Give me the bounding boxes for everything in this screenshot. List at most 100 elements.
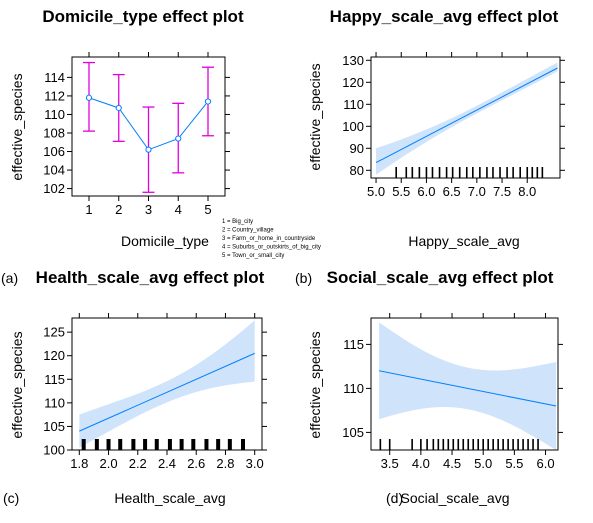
rug-marks xyxy=(81,439,245,450)
legend-entry: 2 = Country_village xyxy=(222,228,274,234)
rug-mark xyxy=(94,439,99,450)
legend-entry: 4 = Suburbs_or_outskirts_of_big_city xyxy=(222,245,321,251)
rug-mark xyxy=(131,439,136,450)
effect-line xyxy=(379,370,557,407)
rug-mark xyxy=(457,439,460,450)
rug-mark xyxy=(216,439,221,450)
rug-mark xyxy=(451,167,454,178)
subplot-prefix: (c) xyxy=(3,490,19,506)
chart-title: Domicile_type effect plot xyxy=(42,7,244,26)
rug-mark xyxy=(536,167,539,178)
y-tick-label: 110 xyxy=(44,107,65,122)
category-legend: 1 = Big_city 2 = Country_village 3 = Farm_… xyxy=(222,219,321,259)
rug-mark xyxy=(492,167,494,178)
rug-mark xyxy=(437,439,440,450)
rug-mark xyxy=(452,439,455,450)
plot-area xyxy=(79,320,255,450)
plot-frame xyxy=(370,56,561,179)
rug-mark xyxy=(541,167,544,178)
rug-mark xyxy=(438,167,441,178)
x-tick-label: 6.0 xyxy=(417,184,435,199)
rug-mark xyxy=(411,439,413,450)
rug-mark xyxy=(482,439,484,450)
y-tick-label: 80 xyxy=(350,163,364,178)
y-tick-label: 110 xyxy=(44,395,65,410)
x-axis: 3.5 4.0 4.5 5.0 5.5 6.0 xyxy=(381,313,555,471)
rug-mark xyxy=(492,439,494,450)
rug-mark xyxy=(472,167,474,178)
effect-line xyxy=(375,67,558,164)
y-tick-label: 120 xyxy=(342,75,364,90)
x-tick-label: 7.5 xyxy=(493,184,511,199)
y-tick-label: 115 xyxy=(343,337,364,352)
rug-marks xyxy=(379,439,539,450)
rug-mark xyxy=(502,439,504,450)
x-tick-label: 3 xyxy=(145,202,152,217)
data-point-3 xyxy=(145,146,152,153)
rug-mark xyxy=(531,167,534,178)
x-tick-label: 2.6 xyxy=(187,456,205,471)
subplot-prefix-d: (d) xyxy=(386,490,403,506)
rug-mark xyxy=(167,439,172,450)
x-tick-label: 2.2 xyxy=(129,456,147,471)
x-tick-label: 5 xyxy=(204,202,211,217)
x-axis-label: Domicile_type xyxy=(121,233,209,249)
plot-area xyxy=(379,322,557,450)
y-axis: 102 104 106 108 110 112 114 xyxy=(43,70,230,196)
social-effect-plot: Social_scale_avg effect plot Social_scale… xyxy=(3,268,563,506)
x-tick-label: 1 xyxy=(85,202,92,217)
rug-mark xyxy=(179,439,184,450)
x-tick-label: 3.5 xyxy=(381,456,399,471)
rug-mark xyxy=(431,167,434,178)
confidence-band xyxy=(79,320,255,448)
x-tick-label: 2.0 xyxy=(99,456,117,471)
data-point-5 xyxy=(204,98,212,105)
y-axis-label: effective_species xyxy=(9,331,25,438)
y-tick-label: 105 xyxy=(342,425,364,440)
x-axis: 1.8 2.0 2.2 2.4 2.6 2.8 3.0 xyxy=(70,313,264,471)
x-axis-label: Happy_scale_avg xyxy=(408,233,519,249)
rug-mark xyxy=(227,439,232,450)
y-axis-label: effective_species xyxy=(307,331,323,438)
chart-title: Health_scale_avg effect plot xyxy=(36,268,265,287)
rug-mark xyxy=(512,167,514,178)
x-axis-label: Health_scale_avg xyxy=(114,490,225,506)
happy-effect-plot: Happy_scale_avg effect plot Happy_scale_a… xyxy=(1,7,565,286)
x-tick-label: 1.8 xyxy=(70,456,88,471)
rug-mark xyxy=(486,167,488,178)
confidence-band xyxy=(379,322,557,450)
rug-mark xyxy=(395,167,397,178)
rug-mark xyxy=(241,439,245,450)
rug-mark xyxy=(379,439,382,450)
x-tick-label: 8.0 xyxy=(518,184,536,199)
rug-mark xyxy=(499,167,501,178)
rug-mark xyxy=(458,167,461,178)
rug-mark xyxy=(512,439,514,450)
health-effect-plot: Health_scale_avg effect plot Health_scale… xyxy=(9,268,312,506)
rug-marks xyxy=(395,167,544,178)
x-tick-label: 3.0 xyxy=(246,456,264,471)
rug-mark xyxy=(442,439,445,450)
x-axis-label: Social_scale_avg xyxy=(401,490,510,506)
plot-frame xyxy=(370,317,559,451)
legend-entry: 3 = Farm_or_home_in_countryside xyxy=(222,236,316,242)
data-point-2 xyxy=(115,104,122,112)
x-axis: 1 2 3 4 5 xyxy=(85,52,212,217)
confidence-band xyxy=(376,62,558,175)
x-tick-label: 7.0 xyxy=(468,184,486,199)
rug-mark xyxy=(465,167,468,178)
x-tick-label: 4.5 xyxy=(443,456,461,471)
rug-mark xyxy=(497,439,499,450)
y-axis-label: effective_species xyxy=(9,73,25,180)
legend-entry: 5 = Town_or_small_city xyxy=(222,253,284,259)
rug-mark xyxy=(426,439,428,450)
data-point-1 xyxy=(85,94,93,101)
y-tick-label: 115 xyxy=(44,372,65,387)
plot-area xyxy=(83,61,214,193)
y-tick-label: 125 xyxy=(43,325,65,340)
x-tick-label: 2.4 xyxy=(158,456,176,471)
x-tick-label: 5.5 xyxy=(505,456,523,471)
x-tick-label: 5.5 xyxy=(392,184,410,199)
rug-mark xyxy=(487,439,489,450)
